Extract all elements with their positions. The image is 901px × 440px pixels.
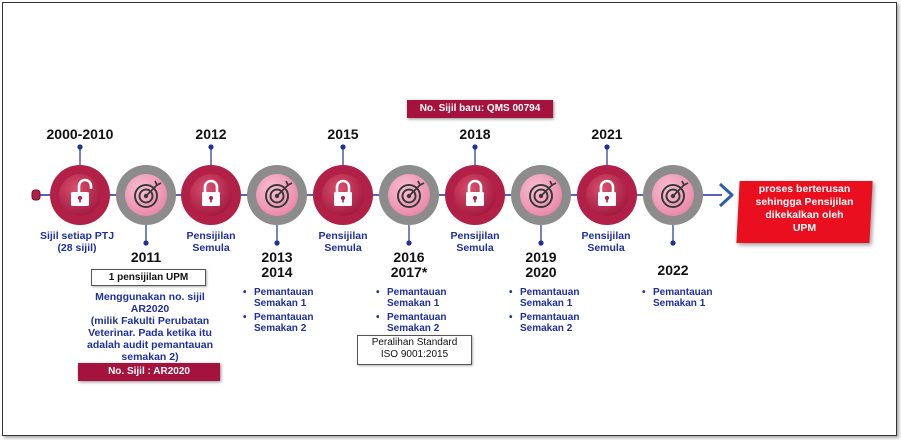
unlocked-padlock-icon bbox=[71, 178, 93, 206]
year-label: 2021 bbox=[591, 126, 623, 142]
year-label: 2018 bbox=[459, 126, 491, 142]
label-2021: Pensijilan Semula bbox=[581, 230, 631, 254]
connector-dot bbox=[538, 240, 544, 246]
padlock-icon bbox=[466, 179, 484, 206]
connector-dot bbox=[274, 240, 280, 246]
chevron-right-icon bbox=[718, 182, 734, 208]
ar2020-note: Menggunakan no. sijil AR2020 (milik Fakul… bbox=[86, 291, 214, 363]
label-2000-2010: Sijil setiap PTJ (28 sijil) bbox=[39, 230, 115, 254]
connector-dot bbox=[208, 144, 214, 150]
year-label: 2013 2014 bbox=[261, 249, 293, 280]
timeline-node bbox=[313, 165, 373, 225]
ar2020-badge: No. Sijil : AR2020 bbox=[78, 363, 220, 381]
connector-dot bbox=[340, 144, 346, 150]
connector-dot bbox=[472, 144, 478, 150]
new-cert-badge: No. Sijil baru: QMS 00794 bbox=[407, 100, 553, 118]
connector-dot bbox=[143, 240, 149, 246]
year-label: 2019 2020 bbox=[525, 249, 557, 280]
transition-box: Peralihan Standard ISO 9001:2015 bbox=[357, 335, 472, 365]
timeline-node bbox=[247, 165, 307, 225]
label-2015: Pensijilan Semula bbox=[318, 230, 368, 254]
timeline-node bbox=[511, 165, 571, 225]
year-label: 2011 bbox=[130, 249, 162, 265]
padlock-icon bbox=[334, 179, 352, 206]
padlock-icon bbox=[598, 179, 616, 206]
connector-dot bbox=[604, 144, 610, 150]
year-label: 2012 bbox=[195, 126, 227, 142]
target-icon bbox=[661, 180, 689, 208]
timeline-start-cap bbox=[31, 189, 41, 201]
padlock-icon bbox=[202, 179, 220, 206]
timeline-node bbox=[643, 165, 703, 225]
timeline-node bbox=[577, 165, 637, 225]
target-icon bbox=[265, 180, 293, 208]
year-label: 2015 bbox=[327, 126, 359, 142]
label-2018: Pensijilan Semula bbox=[450, 230, 500, 254]
year-label: 2022 bbox=[657, 262, 689, 278]
goal-text: proses berterusan sehingga Pensijilan dik… bbox=[755, 183, 854, 234]
timeline-node bbox=[116, 165, 176, 225]
target-icon bbox=[134, 180, 162, 208]
timeline-node bbox=[50, 165, 110, 225]
timeline-node bbox=[181, 165, 241, 225]
year-label: 2000-2010 bbox=[46, 126, 114, 142]
upm-cert-box: 1 pensijilan UPM bbox=[91, 269, 206, 286]
timeline-node bbox=[445, 165, 505, 225]
target-icon bbox=[397, 180, 425, 208]
connector-dot bbox=[670, 240, 676, 246]
label-2012: Pensijilan Semula bbox=[186, 230, 236, 254]
year-label: 2016 2017* bbox=[390, 249, 428, 280]
target-icon bbox=[529, 180, 557, 208]
timeline-node bbox=[379, 165, 439, 225]
connector-dot bbox=[406, 240, 412, 246]
connector-dot bbox=[77, 144, 83, 150]
